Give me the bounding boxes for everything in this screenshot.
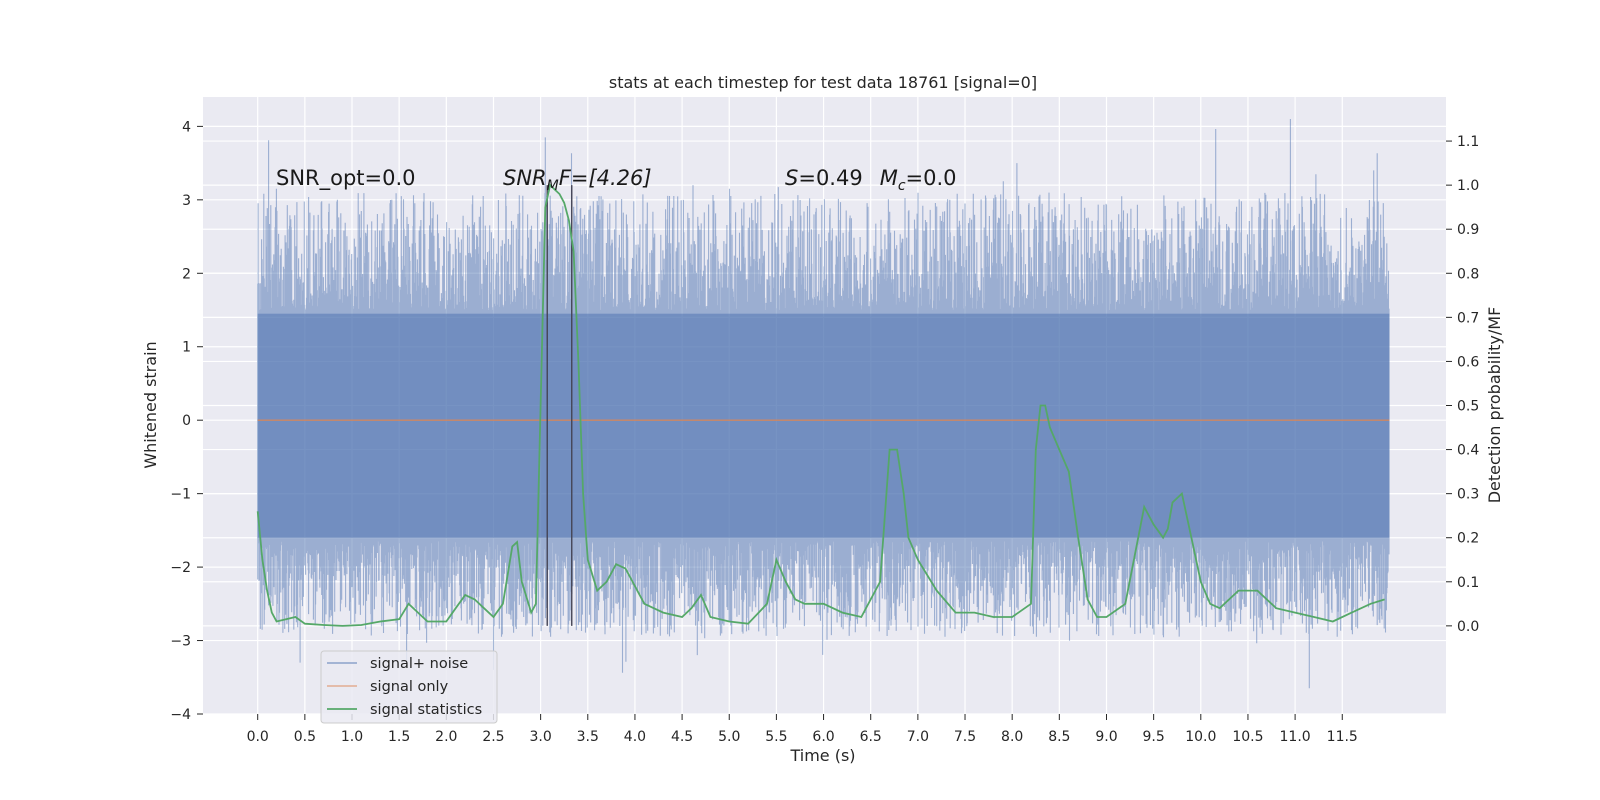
x-ticks: 0.0 0.5 1.0 1.5 2.0 2.5 3.0 3.5 4.0 4.5 5.0 5.5 6.0 6…: [247, 714, 1358, 745]
legend-label-signal-noise: signal+ noise: [370, 656, 468, 672]
x-tick-label: 7.0: [907, 729, 929, 745]
y-tick-label: 4: [182, 119, 191, 135]
x-tick-label: 2.0: [435, 729, 457, 745]
y-tick-label: 3: [182, 193, 191, 209]
y-right-tick-label: 1.1: [1457, 134, 1479, 150]
y-tick-label: 0: [182, 413, 191, 429]
y-tick-label: −4: [170, 707, 191, 723]
x-tick-label: 0.5: [294, 729, 316, 745]
x-tick-label: 4.0: [624, 729, 646, 745]
legend-box: [320, 650, 498, 724]
y-right-tick-label: 0.2: [1457, 531, 1479, 547]
marker-lines: [546, 185, 573, 626]
y-right-tick-label: 0.0: [1457, 619, 1479, 635]
x-tick-label: 8.5: [1048, 729, 1070, 745]
annotation-snr-opt: SNR_opt=0.0: [276, 166, 416, 191]
signal-noise-trace: [257, 119, 1390, 689]
x-tick-label: 5.0: [718, 729, 740, 745]
x-tick-label: 9.5: [1143, 729, 1165, 745]
x-axis-label: Time (s): [789, 746, 855, 765]
x-tick-label: 1.0: [341, 729, 363, 745]
x-tick-label: 9.0: [1095, 729, 1117, 745]
x-tick-label: 5.5: [765, 729, 787, 745]
x-tick-label: 0.0: [247, 729, 269, 745]
x-tick-label: 7.5: [954, 729, 976, 745]
chart-title: stats at each timestep for test data 187…: [609, 73, 1037, 92]
x-tick-label: 10.5: [1232, 729, 1263, 745]
x-tick-label: 3.5: [577, 729, 599, 745]
y-axis-label-right: Detection probability/MF: [1485, 307, 1504, 504]
x-tick-label: 11.0: [1280, 729, 1311, 745]
legend: signal+ noise signal only signal statist…: [320, 650, 498, 724]
x-tick-label: 6.5: [860, 729, 882, 745]
x-tick-label: 11.5: [1327, 729, 1358, 745]
y-tick-label: −3: [170, 634, 191, 650]
y-axis-label-left: Whitened strain: [141, 341, 160, 468]
x-tick-label: 8.0: [1001, 729, 1023, 745]
signal-statistics-line: [256, 183, 1385, 627]
y-right-tick-label: 0.3: [1457, 487, 1479, 503]
y-right-tick-label: 0.1: [1457, 575, 1479, 591]
noise-spikes: [257, 119, 1390, 689]
y-tick-label: 2: [182, 266, 191, 282]
x-tick-label: 4.5: [671, 729, 693, 745]
x-tick-label: 2.5: [482, 729, 504, 745]
y-right-tick-label: 0.5: [1457, 399, 1479, 415]
legend-label-signal-statistics: signal statistics: [370, 702, 482, 718]
y-right-tick-label: 0.6: [1457, 354, 1479, 370]
y-right-tick-label: 0.8: [1457, 266, 1479, 282]
x-tick-label: 1.5: [388, 729, 410, 745]
y-ticks-left: −4 −3 −2 −1 0 1 2 3 4: [170, 119, 203, 723]
y-right-tick-label: 0.9: [1457, 222, 1479, 238]
y-right-tick-label: 1.0: [1457, 178, 1479, 194]
annotation-snr-mf: SNRMF=[4.26]: [503, 166, 652, 194]
y-right-tick-label: 0.4: [1457, 443, 1479, 459]
y-tick-label: −1: [170, 487, 191, 503]
legend-label-signal-only: signal only: [370, 679, 449, 695]
y-tick-label: −2: [170, 560, 191, 576]
y-ticks-right: 0.0 0.1 0.2 0.3 0.4 0.5 0.6 0.7 0.8 0.9 1.0 1.1: [1446, 134, 1479, 635]
x-tick-label: 3.0: [529, 729, 551, 745]
y-tick-label: 1: [182, 340, 191, 356]
signal-statistics-path: [256, 183, 1385, 627]
y-right-tick-label: 0.7: [1457, 310, 1479, 326]
x-tick-label: 6.0: [812, 729, 834, 745]
annotation-s-mc: S=0.49 Mc=0.0: [785, 166, 957, 194]
x-tick-label: 10.0: [1185, 729, 1216, 745]
